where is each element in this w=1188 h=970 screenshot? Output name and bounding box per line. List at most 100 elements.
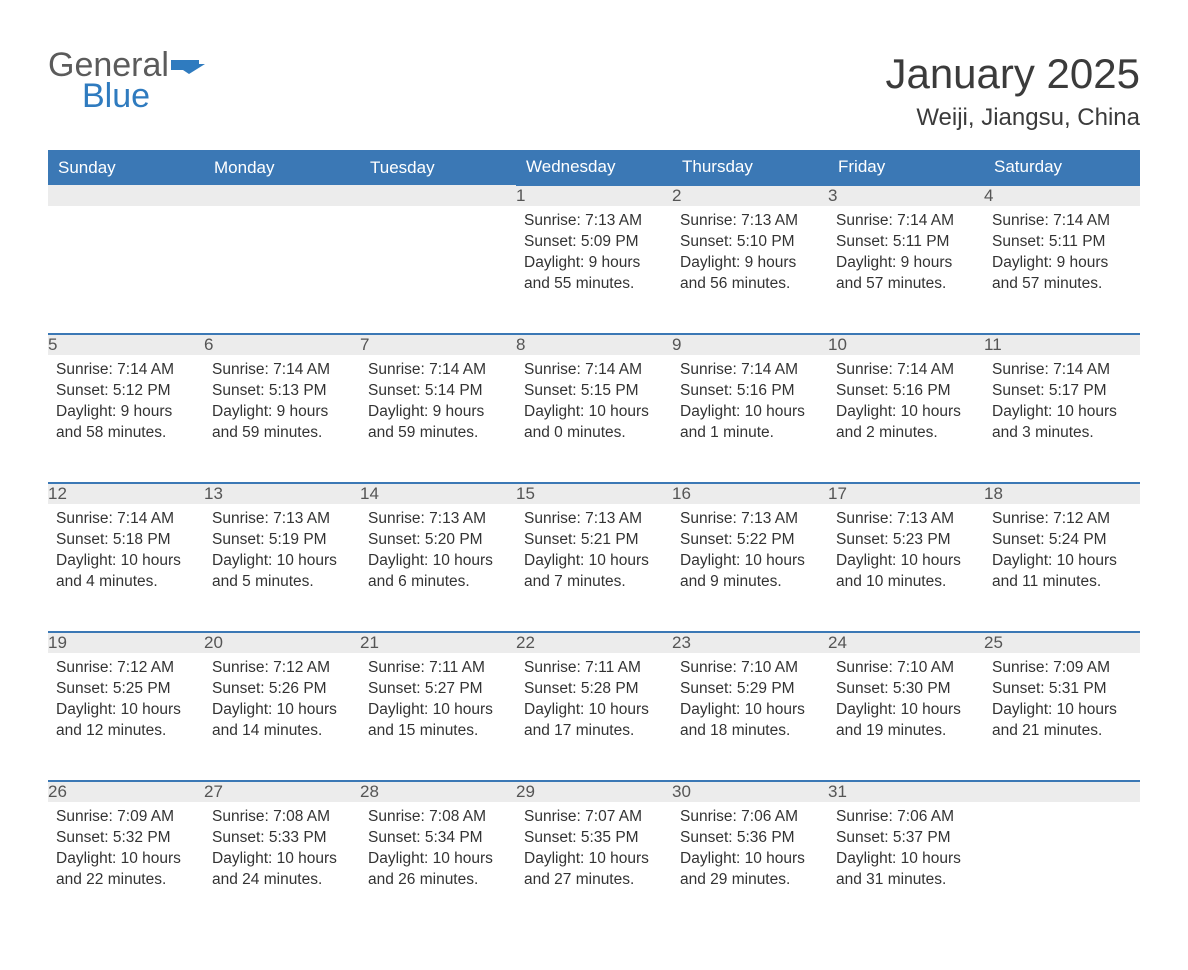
daynum-row: 19202122232425 <box>48 632 1140 653</box>
sunset-line: Sunset: 5:30 PM <box>836 679 976 700</box>
day-number: 11 <box>984 334 1140 355</box>
daylight-line: Daylight: 10 hours and 7 minutes. <box>524 551 664 593</box>
sunrise-line: Sunrise: 7:12 AM <box>992 509 1132 530</box>
day-cell: Sunrise: 7:14 AMSunset: 5:13 PMDaylight:… <box>204 355 360 483</box>
day-number: 12 <box>48 483 204 504</box>
day-details: Sunrise: 7:09 AMSunset: 5:31 PMDaylight:… <box>984 653 1140 756</box>
day-details: Sunrise: 7:09 AMSunset: 5:32 PMDaylight:… <box>48 802 204 905</box>
weekday-header: Wednesday <box>516 150 672 185</box>
day-number: 10 <box>828 334 984 355</box>
day-cell: Sunrise: 7:11 AMSunset: 5:27 PMDaylight:… <box>360 653 516 781</box>
day-cell: Sunrise: 7:14 AMSunset: 5:16 PMDaylight:… <box>828 355 984 483</box>
sunrise-line: Sunrise: 7:10 AM <box>836 658 976 679</box>
sunrise-line: Sunrise: 7:08 AM <box>368 807 508 828</box>
sunset-line: Sunset: 5:20 PM <box>368 530 508 551</box>
daylight-line: Daylight: 9 hours and 57 minutes. <box>992 253 1132 295</box>
sunrise-line: Sunrise: 7:14 AM <box>992 211 1132 232</box>
daylight-line: Daylight: 10 hours and 24 minutes. <box>212 849 352 891</box>
day-details: Sunrise: 7:12 AMSunset: 5:25 PMDaylight:… <box>48 653 204 756</box>
daylight-line: Daylight: 10 hours and 31 minutes. <box>836 849 976 891</box>
empty-day-number <box>48 185 204 206</box>
day-number: 28 <box>360 781 516 802</box>
daylight-line: Daylight: 10 hours and 15 minutes. <box>368 700 508 742</box>
daylight-line: Daylight: 10 hours and 21 minutes. <box>992 700 1132 742</box>
sunset-line: Sunset: 5:24 PM <box>992 530 1132 551</box>
day-cell: Sunrise: 7:13 AMSunset: 5:19 PMDaylight:… <box>204 504 360 632</box>
day-cell: Sunrise: 7:14 AMSunset: 5:12 PMDaylight:… <box>48 355 204 483</box>
day-number: 18 <box>984 483 1140 504</box>
sunset-line: Sunset: 5:09 PM <box>524 232 664 253</box>
sunset-line: Sunset: 5:18 PM <box>56 530 196 551</box>
weekday-header: Monday <box>204 150 360 185</box>
empty-day-cell <box>984 802 1140 930</box>
sunrise-line: Sunrise: 7:14 AM <box>56 360 196 381</box>
daylight-line: Daylight: 10 hours and 4 minutes. <box>56 551 196 593</box>
sunset-line: Sunset: 5:34 PM <box>368 828 508 849</box>
day-number: 23 <box>672 632 828 653</box>
day-details: Sunrise: 7:13 AMSunset: 5:10 PMDaylight:… <box>672 206 828 309</box>
logo-flag-icon <box>171 56 205 87</box>
daylight-line: Daylight: 10 hours and 22 minutes. <box>56 849 196 891</box>
daylight-line: Daylight: 10 hours and 2 minutes. <box>836 402 976 444</box>
sunset-line: Sunset: 5:23 PM <box>836 530 976 551</box>
day-details: Sunrise: 7:14 AMSunset: 5:16 PMDaylight:… <box>828 355 984 458</box>
day-cell: Sunrise: 7:13 AMSunset: 5:10 PMDaylight:… <box>672 206 828 334</box>
sunrise-line: Sunrise: 7:13 AM <box>524 211 664 232</box>
empty-day-cell <box>48 206 204 334</box>
sunset-line: Sunset: 5:27 PM <box>368 679 508 700</box>
day-number: 31 <box>828 781 984 802</box>
daylight-line: Daylight: 10 hours and 12 minutes. <box>56 700 196 742</box>
sunrise-line: Sunrise: 7:13 AM <box>368 509 508 530</box>
day-details: Sunrise: 7:08 AMSunset: 5:33 PMDaylight:… <box>204 802 360 905</box>
sunrise-line: Sunrise: 7:09 AM <box>992 658 1132 679</box>
daylight-line: Daylight: 10 hours and 27 minutes. <box>524 849 664 891</box>
day-number: 19 <box>48 632 204 653</box>
day-number: 30 <box>672 781 828 802</box>
day-cell: Sunrise: 7:07 AMSunset: 5:35 PMDaylight:… <box>516 802 672 930</box>
daylight-line: Daylight: 10 hours and 6 minutes. <box>368 551 508 593</box>
daylight-line: Daylight: 10 hours and 0 minutes. <box>524 402 664 444</box>
sunset-line: Sunset: 5:33 PM <box>212 828 352 849</box>
sunset-line: Sunset: 5:11 PM <box>836 232 976 253</box>
day-details: Sunrise: 7:14 AMSunset: 5:17 PMDaylight:… <box>984 355 1140 458</box>
daynum-row: 262728293031 <box>48 781 1140 802</box>
sunset-line: Sunset: 5:14 PM <box>368 381 508 402</box>
sunset-line: Sunset: 5:19 PM <box>212 530 352 551</box>
location-label: Weiji, Jiangsu, China <box>885 104 1140 132</box>
day-cell: Sunrise: 7:13 AMSunset: 5:21 PMDaylight:… <box>516 504 672 632</box>
sunrise-line: Sunrise: 7:09 AM <box>56 807 196 828</box>
day-details: Sunrise: 7:10 AMSunset: 5:29 PMDaylight:… <box>672 653 828 756</box>
day-cell: Sunrise: 7:06 AMSunset: 5:36 PMDaylight:… <box>672 802 828 930</box>
sunrise-line: Sunrise: 7:14 AM <box>680 360 820 381</box>
day-body-row: Sunrise: 7:13 AMSunset: 5:09 PMDaylight:… <box>48 206 1140 334</box>
daylight-line: Daylight: 10 hours and 11 minutes. <box>992 551 1132 593</box>
weekday-header: Friday <box>828 150 984 185</box>
empty-day-cell <box>360 206 516 334</box>
day-number: 2 <box>672 185 828 206</box>
day-number: 1 <box>516 185 672 206</box>
sunset-line: Sunset: 5:25 PM <box>56 679 196 700</box>
sunset-line: Sunset: 5:37 PM <box>836 828 976 849</box>
sunrise-line: Sunrise: 7:10 AM <box>680 658 820 679</box>
day-cell: Sunrise: 7:12 AMSunset: 5:25 PMDaylight:… <box>48 653 204 781</box>
sunrise-line: Sunrise: 7:13 AM <box>680 509 820 530</box>
day-number: 8 <box>516 334 672 355</box>
day-cell: Sunrise: 7:14 AMSunset: 5:18 PMDaylight:… <box>48 504 204 632</box>
sunset-line: Sunset: 5:10 PM <box>680 232 820 253</box>
daylight-line: Daylight: 9 hours and 59 minutes. <box>368 402 508 444</box>
day-number: 15 <box>516 483 672 504</box>
daylight-line: Daylight: 9 hours and 55 minutes. <box>524 253 664 295</box>
day-cell: Sunrise: 7:13 AMSunset: 5:20 PMDaylight:… <box>360 504 516 632</box>
daylight-line: Daylight: 9 hours and 59 minutes. <box>212 402 352 444</box>
day-body-row: Sunrise: 7:14 AMSunset: 5:18 PMDaylight:… <box>48 504 1140 632</box>
day-details: Sunrise: 7:11 AMSunset: 5:28 PMDaylight:… <box>516 653 672 756</box>
day-number: 17 <box>828 483 984 504</box>
empty-day-number <box>204 185 360 206</box>
daylight-line: Daylight: 9 hours and 57 minutes. <box>836 253 976 295</box>
daylight-line: Daylight: 10 hours and 19 minutes. <box>836 700 976 742</box>
day-cell: Sunrise: 7:08 AMSunset: 5:33 PMDaylight:… <box>204 802 360 930</box>
day-details: Sunrise: 7:13 AMSunset: 5:19 PMDaylight:… <box>204 504 360 607</box>
calendar-table: SundayMondayTuesdayWednesdayThursdayFrid… <box>48 150 1140 930</box>
day-number: 16 <box>672 483 828 504</box>
day-number: 20 <box>204 632 360 653</box>
